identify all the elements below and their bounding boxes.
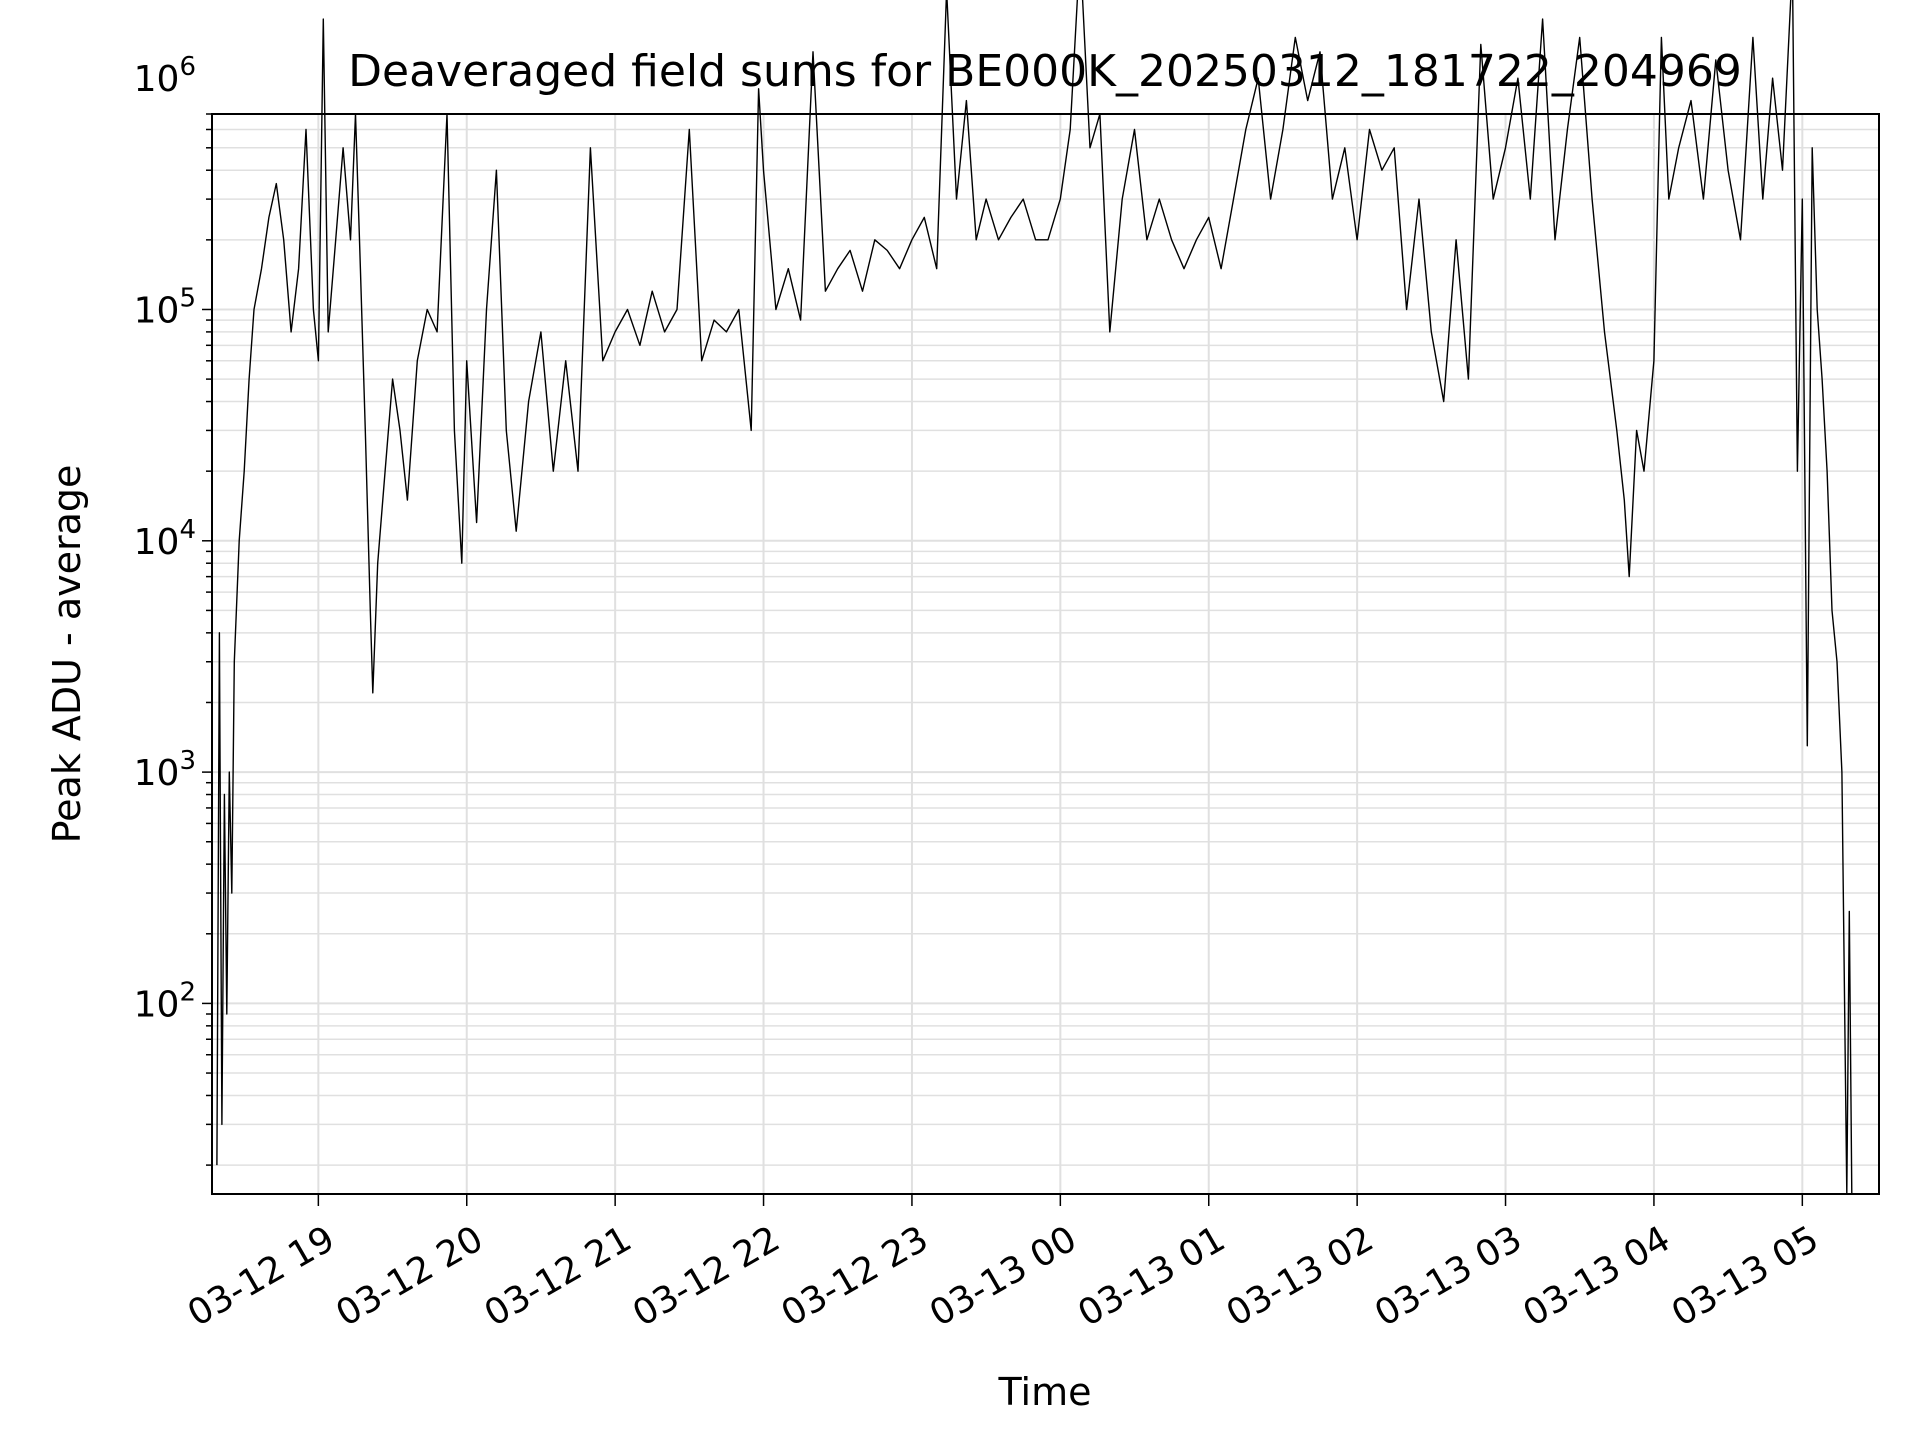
y-tick-label: 106 [134, 52, 196, 100]
y-tick-base: 10 [134, 290, 180, 331]
plot-area-frame [211, 113, 1880, 1195]
y-axis-label: Peak ADU - average [45, 465, 89, 844]
y-tick-label: 105 [134, 283, 196, 331]
y-tick-exponent: 2 [179, 977, 196, 1007]
y-tick-exponent: 5 [179, 283, 196, 313]
y-tick-base: 10 [134, 984, 180, 1025]
y-tick-label: 102 [134, 977, 196, 1025]
y-tick-base: 10 [134, 753, 180, 794]
series-line [216, 0, 1853, 1195]
y-tick-label: 104 [134, 515, 196, 563]
y-tick-exponent: 6 [179, 52, 196, 82]
y-tick-base: 10 [134, 59, 180, 100]
chart-title: Deaveraged field sums for BE000K_2025031… [348, 46, 1742, 97]
grid [212, 113, 1879, 1194]
x-axis-label: Time [998, 1370, 1092, 1414]
y-tick-base: 10 [134, 522, 180, 563]
y-tick-exponent: 4 [179, 515, 196, 545]
y-tick-label: 103 [134, 746, 196, 794]
series-lines [216, 0, 1853, 1195]
y-tick-exponent: 3 [179, 746, 196, 776]
